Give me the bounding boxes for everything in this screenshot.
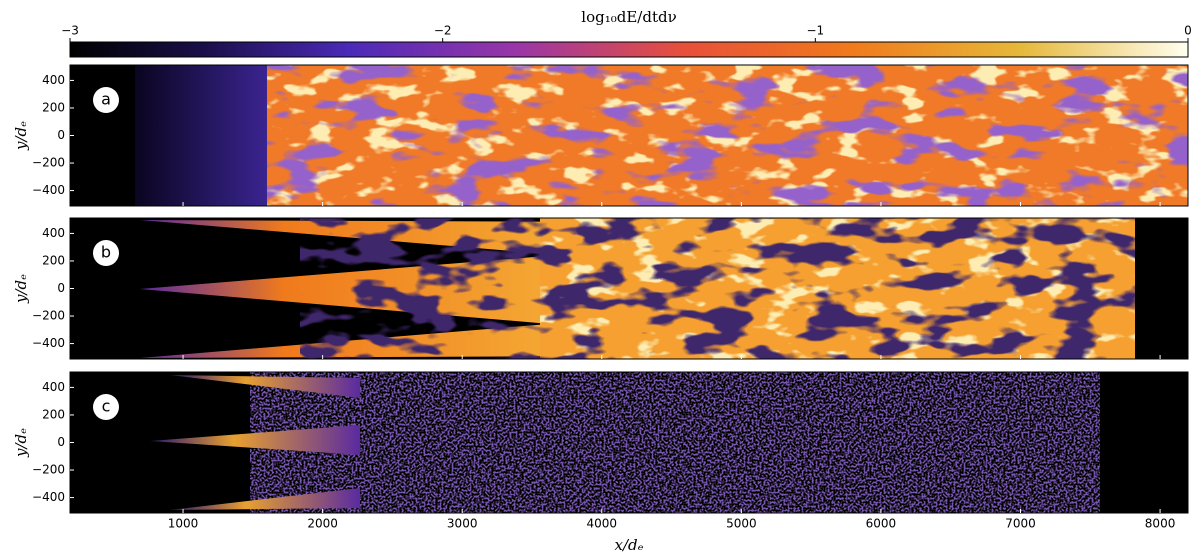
panel-badge [93,87,119,113]
panel-image [70,65,1188,206]
colorbar-tick-label: −2 [434,24,452,38]
x-tick-label: 1000 [168,517,199,531]
y-tick-label: 200 [42,253,65,267]
y-tick-label: 400 [42,73,65,87]
y-tick-label: −200 [32,463,65,477]
panel-badge [93,240,119,266]
panel-image [70,372,1188,513]
panel-image [70,218,1188,359]
y-axis-label: y/dₑ [12,428,30,458]
y-tick-label: −400 [32,183,65,197]
y-tick-label: 200 [42,100,65,114]
x-tick-label: 5000 [726,517,757,531]
panel-label: c [102,397,111,416]
y-tick-label: 0 [57,435,65,449]
colorbar [69,41,1189,58]
y-axis-label: y/dₑ [12,121,30,151]
x-tick-label: 6000 [866,517,897,531]
colorbar-label: log₁₀dE/dtdν [581,8,676,26]
y-tick-label: 0 [57,281,65,295]
x-axis-label: x/dₑ [615,536,644,554]
y-axis-label: y/dₑ [12,274,30,304]
x-tick-label: 3000 [447,517,478,531]
panel-label: a [101,90,111,109]
y-tick-label: −400 [32,490,65,504]
y-tick-label: 0 [57,128,65,142]
x-tick-label: 7000 [1005,517,1036,531]
colorbar-tick-label: −3 [61,24,79,38]
y-tick-label: −200 [32,309,65,323]
panel-label: b [101,243,111,262]
x-tick-label: 4000 [587,517,618,531]
x-tick-label: 2000 [307,517,338,531]
panel-badge [93,394,119,420]
y-tick-label: −400 [32,336,65,350]
y-tick-label: −200 [32,156,65,170]
x-tick-label: 8000 [1145,517,1176,531]
y-tick-label: 400 [42,380,65,394]
y-tick-label: 200 [42,407,65,421]
colorbar-tick-label: −1 [806,24,824,38]
colorbar-tick-label: 0 [1184,24,1192,38]
y-tick-label: 400 [42,226,65,240]
